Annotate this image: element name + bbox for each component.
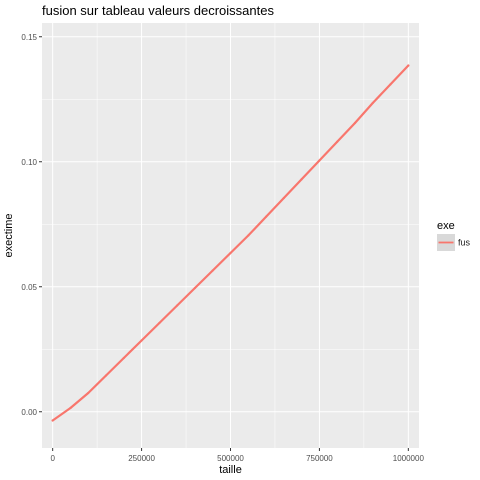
data-point	[69, 406, 72, 410]
data-point	[282, 196, 285, 200]
y-tick-label: 0.15	[21, 33, 37, 42]
data-point	[407, 64, 410, 67]
data-point	[122, 356, 125, 360]
data-point	[300, 178, 303, 181]
legend: exe fus	[437, 220, 471, 251]
legend-title: exe	[437, 220, 455, 232]
x-axis-label: taille	[219, 464, 242, 476]
data-point	[389, 83, 392, 86]
x-tick-label: 1000000	[393, 454, 425, 463]
x-axis: 0 250000 500000 750000 1000000	[50, 448, 424, 463]
data-point	[264, 215, 268, 218]
data-point	[176, 304, 179, 307]
x-tick-label: 0	[50, 454, 55, 463]
legend-entry-label: fus	[458, 238, 471, 248]
data-point	[318, 159, 321, 162]
data-point	[51, 419, 54, 422]
data-point	[193, 286, 197, 290]
x-tick-label: 750000	[306, 454, 333, 463]
data-point	[158, 321, 161, 325]
data-point	[371, 101, 374, 105]
data-point	[353, 121, 357, 125]
y-axis-label: exectime	[3, 213, 15, 257]
data-point	[211, 269, 214, 272]
data-point	[336, 140, 339, 143]
data-point	[247, 234, 250, 237]
data-point	[87, 391, 90, 395]
data-point	[229, 251, 232, 255]
chart-title: fusion sur tableau valeurs decroissantes	[42, 3, 274, 18]
data-point	[140, 339, 143, 342]
x-tick-label: 250000	[128, 454, 155, 463]
series-layer	[51, 64, 410, 422]
data-point	[104, 374, 108, 377]
grid-major	[42, 23, 419, 448]
y-axis: 0.00 0.05 0.10 0.15	[21, 33, 42, 417]
y-tick-label: 0.10	[21, 158, 37, 167]
x-tick-label: 500000	[217, 454, 244, 463]
y-tick-label: 0.05	[21, 283, 37, 292]
y-tick-label: 0.00	[21, 408, 37, 417]
